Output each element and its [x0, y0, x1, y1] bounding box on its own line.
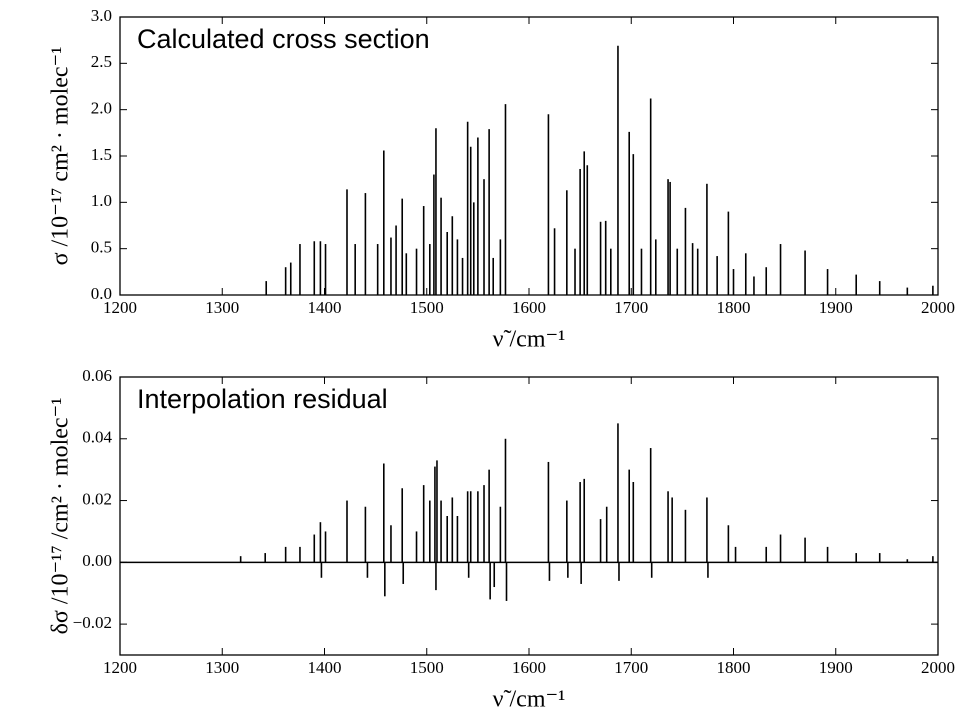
- y-tick-label: 2.5: [91, 52, 112, 71]
- x-tick-label: 1800: [717, 298, 751, 317]
- plot-frame: [119, 16, 939, 296]
- y-axis-label: σ /10⁻¹⁷ cm² · molec⁻¹: [48, 47, 74, 266]
- plot-frame: [119, 376, 939, 656]
- x-tick-label: 1500: [410, 298, 444, 317]
- x-tick-label: 1200: [103, 298, 137, 317]
- x-tick-label: 1400: [308, 298, 342, 317]
- x-tick-label: 2000: [921, 658, 955, 677]
- x-tick-label: 1900: [819, 658, 853, 677]
- y-tick-label: 0.06: [82, 366, 112, 385]
- y-tick-label: 0.0: [91, 284, 112, 303]
- y-tick-label: −0.02: [73, 613, 112, 632]
- x-axis-label: ν̃ /cm⁻¹: [493, 327, 566, 353]
- x-tick-label: 1600: [512, 298, 546, 317]
- y-tick-label: 3.0: [91, 6, 112, 25]
- x-tick-label: 1700: [614, 298, 648, 317]
- y-tick-label: 0.02: [82, 489, 112, 508]
- x-tick-label: 1600: [512, 658, 546, 677]
- x-tick-label: 1500: [410, 658, 444, 677]
- y-tick-label: 1.5: [91, 145, 112, 164]
- annotation: Interpolation residual: [137, 384, 388, 414]
- x-tick-label: 1300: [205, 658, 239, 677]
- y-tick-label: 0.5: [91, 238, 112, 257]
- x-tick-label: 1900: [819, 298, 853, 317]
- y-tick-label: 0.00: [82, 551, 112, 570]
- y-tick-label: 0.04: [82, 428, 112, 447]
- y-axis-label: δσ /10⁻¹⁷ /cm² · molec⁻¹: [48, 398, 74, 635]
- x-tick-label: 2000: [921, 298, 955, 317]
- y-tick-label: 1.0: [91, 191, 112, 210]
- x-tick-label: 1700: [614, 658, 648, 677]
- x-tick-label: 1400: [308, 658, 342, 677]
- x-tick-label: 1200: [103, 658, 137, 677]
- x-axis-label: ν̃ /cm⁻¹: [493, 687, 566, 713]
- x-tick-label: 1300: [205, 298, 239, 317]
- y-tick-label: 2.0: [91, 99, 112, 118]
- x-tick-label: 1800: [717, 658, 751, 677]
- annotation: Calculated cross section: [137, 24, 430, 54]
